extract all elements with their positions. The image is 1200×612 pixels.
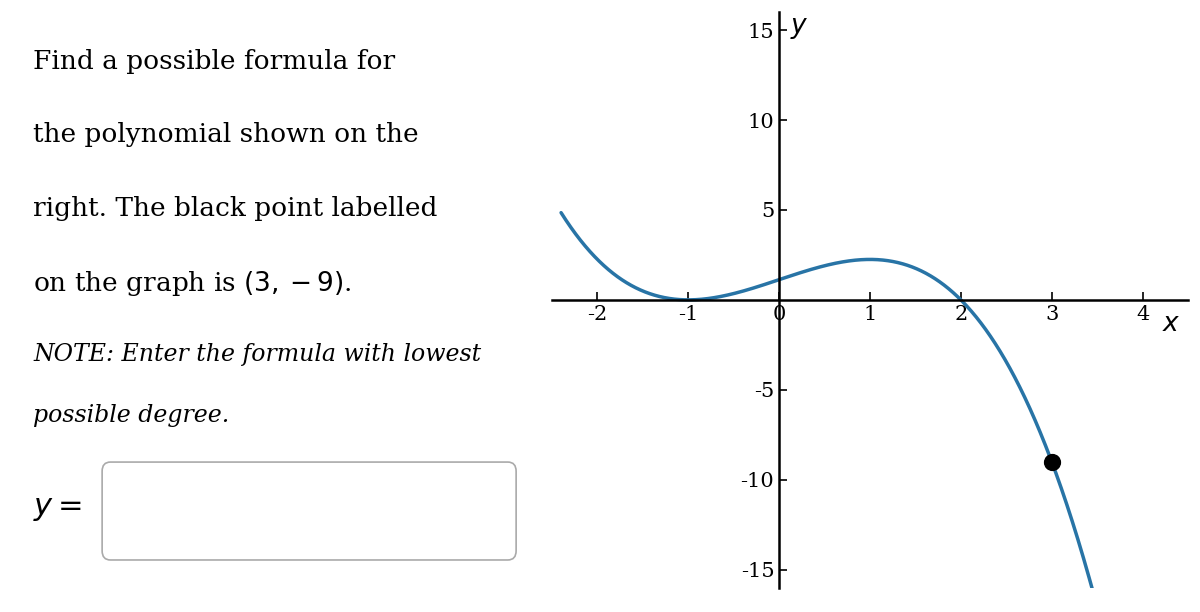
- Point: [1042, 457, 1061, 466]
- Text: the polynomial shown on the: the polynomial shown on the: [34, 122, 419, 147]
- Text: $y$: $y$: [790, 16, 809, 41]
- Text: Find a possible formula for: Find a possible formula for: [34, 49, 395, 74]
- Text: right. The black point labelled: right. The black point labelled: [34, 196, 438, 221]
- Text: NOTE: Enter the formula with lowest: NOTE: Enter the formula with lowest: [34, 343, 481, 366]
- Text: $y =$: $y =$: [34, 493, 83, 523]
- Text: possible degree.: possible degree.: [34, 404, 229, 427]
- FancyBboxPatch shape: [102, 462, 516, 560]
- Text: $x$: $x$: [1163, 311, 1181, 335]
- Text: on the graph is $(3, -9)$.: on the graph is $(3, -9)$.: [34, 269, 352, 298]
